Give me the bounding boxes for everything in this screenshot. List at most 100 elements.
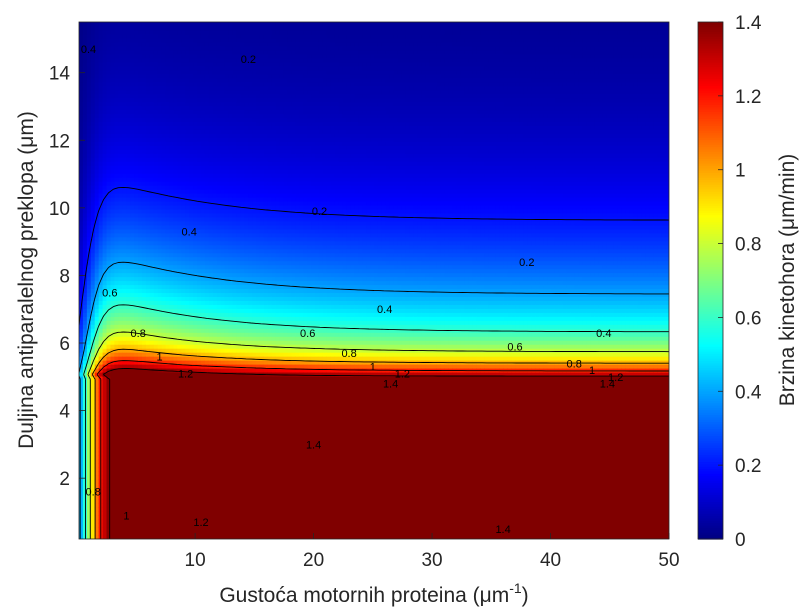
- heatmap-cell: [103, 507, 108, 512]
- heatmap-cell: [79, 102, 84, 107]
- heatmap-cell: [130, 70, 135, 75]
- heatmap-cell: [205, 483, 210, 488]
- heatmap-cell: [158, 471, 163, 476]
- heatmap-cell: [79, 269, 84, 274]
- heatmap-cell: [79, 487, 84, 492]
- heatmap-cell: [103, 221, 108, 226]
- heatmap-cell: [91, 181, 96, 186]
- heatmap-cell: [189, 408, 194, 413]
- heatmap-cell: [162, 277, 167, 282]
- heatmap-cell: [217, 281, 222, 286]
- heatmap-cell: [134, 527, 139, 532]
- heatmap-cell: [213, 193, 218, 198]
- heatmap-cell: [142, 261, 147, 266]
- heatmap-cell: [114, 225, 119, 230]
- heatmap-cell: [213, 344, 218, 349]
- heatmap-cell: [181, 499, 186, 504]
- heatmap-cell: [181, 213, 186, 218]
- heatmap-cell: [225, 225, 230, 230]
- heatmap-cell: [110, 316, 115, 321]
- heatmap-cell: [142, 384, 147, 389]
- heatmap-cell: [95, 340, 100, 345]
- heatmap-cell: [91, 173, 96, 178]
- heatmap-cell: [146, 336, 151, 341]
- heatmap-cell: [189, 356, 194, 361]
- heatmap-cell: [134, 436, 139, 441]
- heatmap-cell: [189, 452, 194, 457]
- heatmap-cell: [154, 344, 159, 349]
- heatmap-cell: [142, 491, 147, 496]
- heatmap-cell: [118, 511, 123, 516]
- heatmap-cell: [150, 408, 155, 413]
- heatmap-cell: [146, 448, 151, 453]
- heatmap-cell: [154, 129, 159, 134]
- heatmap-cell: [166, 348, 171, 353]
- heatmap-cell: [146, 50, 151, 55]
- heatmap-cell: [213, 324, 218, 329]
- heatmap-cell: [169, 348, 174, 353]
- heatmap-cell: [213, 475, 218, 480]
- heatmap-cell: [185, 288, 190, 293]
- heatmap-cell: [126, 38, 131, 43]
- heatmap-cell: [87, 106, 92, 111]
- heatmap-cell: [201, 455, 206, 460]
- heatmap-cell: [79, 491, 84, 496]
- heatmap-cell: [213, 141, 218, 146]
- heatmap-cell: [91, 125, 96, 130]
- heatmap-cell: [142, 193, 147, 198]
- heatmap-cell: [197, 78, 202, 83]
- heatmap-cell: [221, 487, 226, 492]
- heatmap-cell: [91, 141, 96, 146]
- heatmap-cell: [181, 316, 186, 321]
- heatmap-cell: [154, 495, 159, 500]
- heatmap-cell: [107, 102, 112, 107]
- heatmap-cell: [114, 527, 119, 532]
- heatmap-cell: [87, 284, 92, 289]
- heatmap-cell: [95, 336, 100, 341]
- heatmap-cell: [181, 153, 186, 158]
- heatmap-cell: [118, 253, 123, 258]
- heatmap-cell: [134, 221, 139, 226]
- heatmap-cell: [169, 467, 174, 472]
- heatmap-cell: [158, 245, 163, 250]
- heatmap-cell: [154, 412, 159, 417]
- heatmap-cell: [118, 54, 123, 59]
- heatmap-cell: [181, 428, 186, 433]
- heatmap-cell: [181, 296, 186, 301]
- heatmap-cell: [193, 189, 198, 194]
- heatmap-cell: [217, 463, 222, 468]
- heatmap-cell: [158, 384, 163, 389]
- heatmap-cell: [197, 364, 202, 369]
- heatmap-cell: [130, 507, 135, 512]
- heatmap-cell: [205, 396, 210, 401]
- heatmap-cell: [130, 308, 135, 313]
- heatmap-cell: [122, 78, 127, 83]
- heatmap-cell: [150, 106, 155, 111]
- heatmap-cell: [169, 404, 174, 409]
- heatmap-cell: [217, 129, 222, 134]
- heatmap-cell: [91, 324, 96, 329]
- heatmap-cell: [142, 169, 147, 174]
- heatmap-cell: [134, 440, 139, 445]
- heatmap-cell: [228, 455, 233, 460]
- heatmap-cell: [142, 531, 147, 536]
- heatmap-cell: [79, 153, 84, 158]
- heatmap-cell: [185, 400, 190, 405]
- heatmap-cell: [221, 360, 226, 365]
- heatmap-cell: [228, 444, 233, 449]
- heatmap-cell: [185, 50, 190, 55]
- heatmap-cell: [134, 233, 139, 238]
- heatmap-cell: [221, 475, 226, 480]
- heatmap-cell: [166, 384, 171, 389]
- heatmap-cell: [193, 388, 198, 393]
- heatmap-cell: [122, 340, 127, 345]
- heatmap-cell: [107, 106, 112, 111]
- heatmap-cell: [166, 74, 171, 79]
- heatmap-cell: [99, 352, 104, 357]
- heatmap-cell: [142, 257, 147, 262]
- heatmap-cell: [162, 106, 167, 111]
- heatmap-cell: [166, 169, 171, 174]
- heatmap-cell: [217, 165, 222, 170]
- heatmap-cell: [99, 26, 104, 31]
- heatmap-cell: [126, 169, 131, 174]
